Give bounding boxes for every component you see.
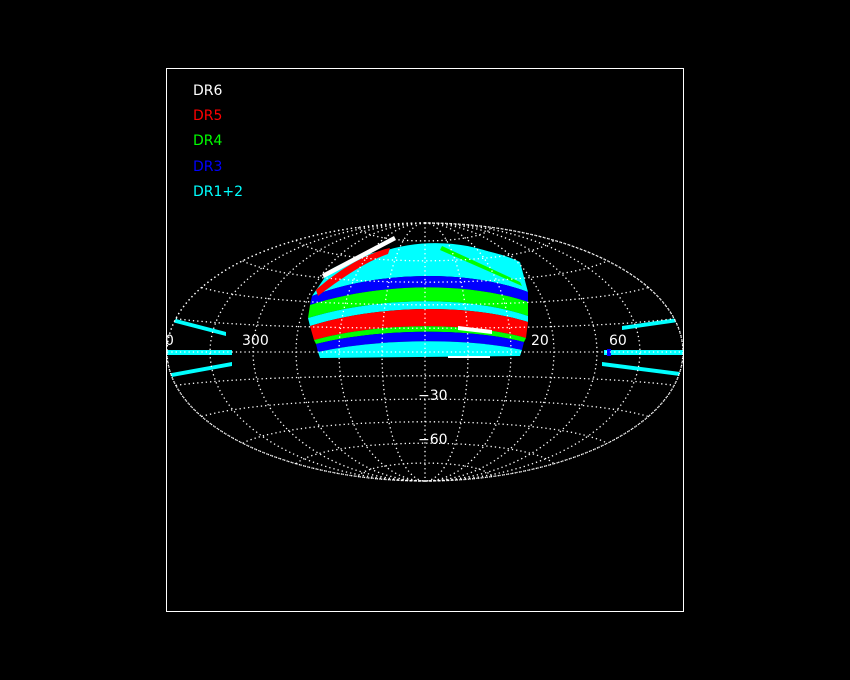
axis-labels: 0 300 20 60 −30 −60 <box>165 333 627 448</box>
grid-parallel <box>357 227 493 242</box>
grid-parallel <box>175 317 675 329</box>
coverage-stripe-dr12c <box>318 341 522 358</box>
grid-meridian <box>424 222 555 482</box>
legend-item-dr4: DR4 <box>193 133 223 149</box>
grid-parallel <box>242 260 608 283</box>
coverage-stripe-dr3 <box>310 275 528 305</box>
legend-item-dr12: DR1+2 <box>193 184 243 200</box>
grid-parallel <box>295 239 555 262</box>
lon-label-60: 60 <box>609 333 627 349</box>
grid-parallel <box>201 286 649 306</box>
lat-label-minus-60: −60 <box>418 432 448 448</box>
coverage-dr6-sliver-3 <box>448 356 490 358</box>
coverage-dr6-sliver-2 <box>458 326 492 334</box>
coverage-dr4-top-edge <box>440 246 522 286</box>
coverage-right-stripe-3 <box>602 362 680 376</box>
plot-frame <box>166 68 684 612</box>
coverage-stripe-dr12b <box>308 301 528 326</box>
legend-item-dr6: DR6 <box>193 83 223 99</box>
legend-item-dr5: DR5 <box>193 108 222 124</box>
lon-label-300: 300 <box>242 333 269 349</box>
coverage-left-stripe-3 <box>167 362 232 378</box>
coverage-right-stripe-1 <box>622 318 678 330</box>
coverage-stripe-dr5 <box>310 308 528 340</box>
grid-parallel <box>201 398 649 418</box>
coverage-right-dr3-dot <box>607 349 611 356</box>
coverage-dr5-top <box>316 248 390 296</box>
coverage-dr6-sliver-1 <box>322 236 396 278</box>
grid-parallel <box>357 462 493 477</box>
grid-parallel <box>242 421 608 444</box>
legend: DR6 DR5 DR4 DR3 DR1+2 <box>193 83 243 200</box>
grid-parallel <box>175 375 675 387</box>
lon-label-20: 20 <box>531 333 549 349</box>
coverage-stripe-dr3b <box>316 331 524 352</box>
coverage-right-stripe-2 <box>604 350 683 355</box>
legend-item-dr3: DR3 <box>193 159 222 175</box>
grid-parallel <box>295 442 555 465</box>
survey-coverage <box>167 236 683 378</box>
lat-label-minus-30: −30 <box>418 388 448 404</box>
coverage-top-wedge <box>355 243 510 272</box>
coverage-left-stripe-2 <box>167 350 232 355</box>
projection-grid <box>166 222 684 482</box>
coverage-stripe-dr4 <box>308 287 528 318</box>
coverage-left-stripe-1 <box>172 318 226 336</box>
lon-label-0: 0 <box>165 333 174 349</box>
